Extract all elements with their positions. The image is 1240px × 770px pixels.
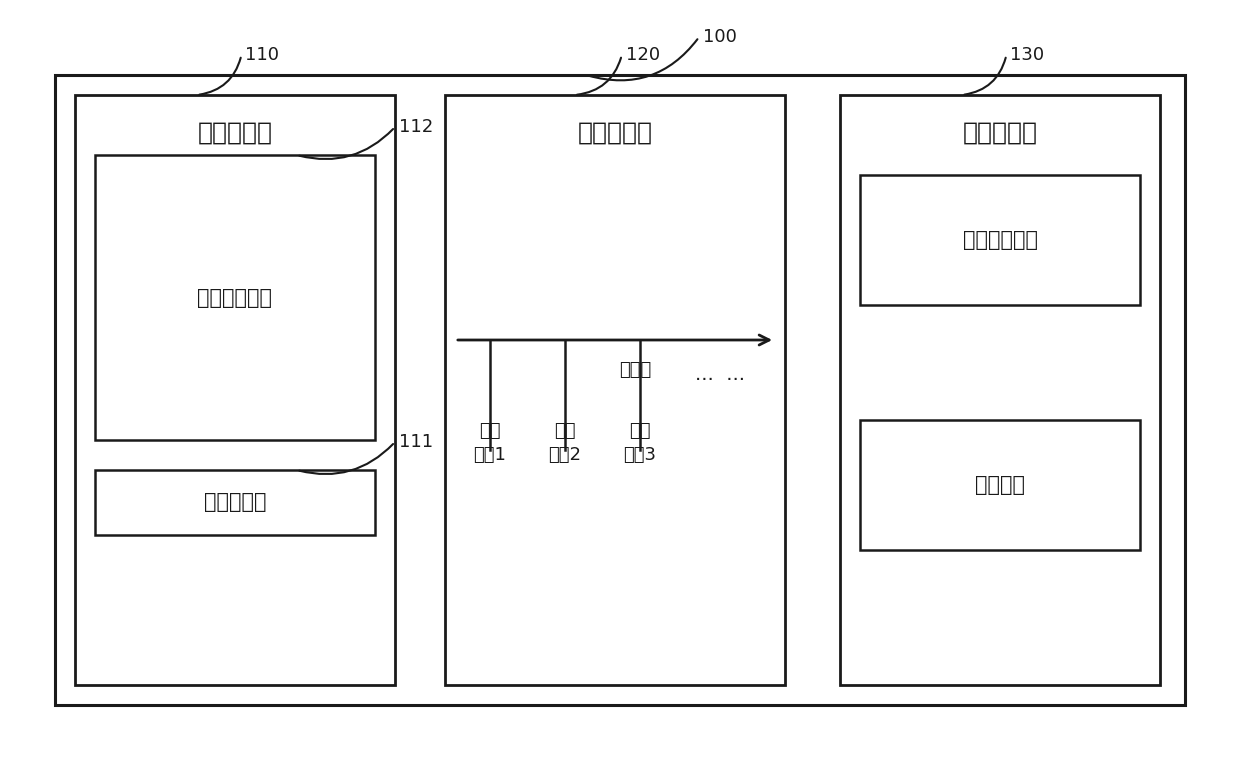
Text: 110: 110	[246, 46, 279, 64]
Text: 事件: 事件	[479, 422, 501, 440]
Text: 被试选择区: 被试选择区	[203, 493, 267, 513]
Text: 事件标记区: 事件标记区	[578, 121, 652, 145]
Text: 进度轴: 进度轴	[619, 361, 651, 379]
Bar	[74, 95, 396, 685]
Bar	[839, 95, 1159, 685]
Bar	[861, 420, 1140, 550]
Text: 112: 112	[399, 118, 433, 136]
Bar	[445, 95, 785, 685]
Text: 130: 130	[1011, 46, 1044, 64]
Text: 预览界面区: 预览界面区	[962, 121, 1038, 145]
Text: 标记2: 标记2	[548, 446, 582, 464]
Text: 刺激材料: 刺激材料	[975, 475, 1025, 495]
Text: 100: 100	[703, 28, 737, 46]
Text: 120: 120	[626, 46, 660, 64]
Bar	[861, 175, 1140, 305]
Text: 标记1: 标记1	[474, 446, 506, 464]
Text: 其他预览信息: 其他预览信息	[962, 230, 1038, 250]
Bar	[95, 470, 374, 535]
Bar	[55, 75, 1185, 705]
Text: 111: 111	[399, 433, 433, 451]
Text: ···  ···: ··· ···	[694, 370, 745, 390]
Text: 设备配置界面: 设备配置界面	[197, 287, 273, 307]
Bar	[95, 155, 374, 440]
Text: 记录属性区: 记录属性区	[197, 121, 273, 145]
Text: 事件: 事件	[629, 422, 651, 440]
Text: 事件: 事件	[554, 422, 575, 440]
Text: 标记3: 标记3	[624, 446, 656, 464]
